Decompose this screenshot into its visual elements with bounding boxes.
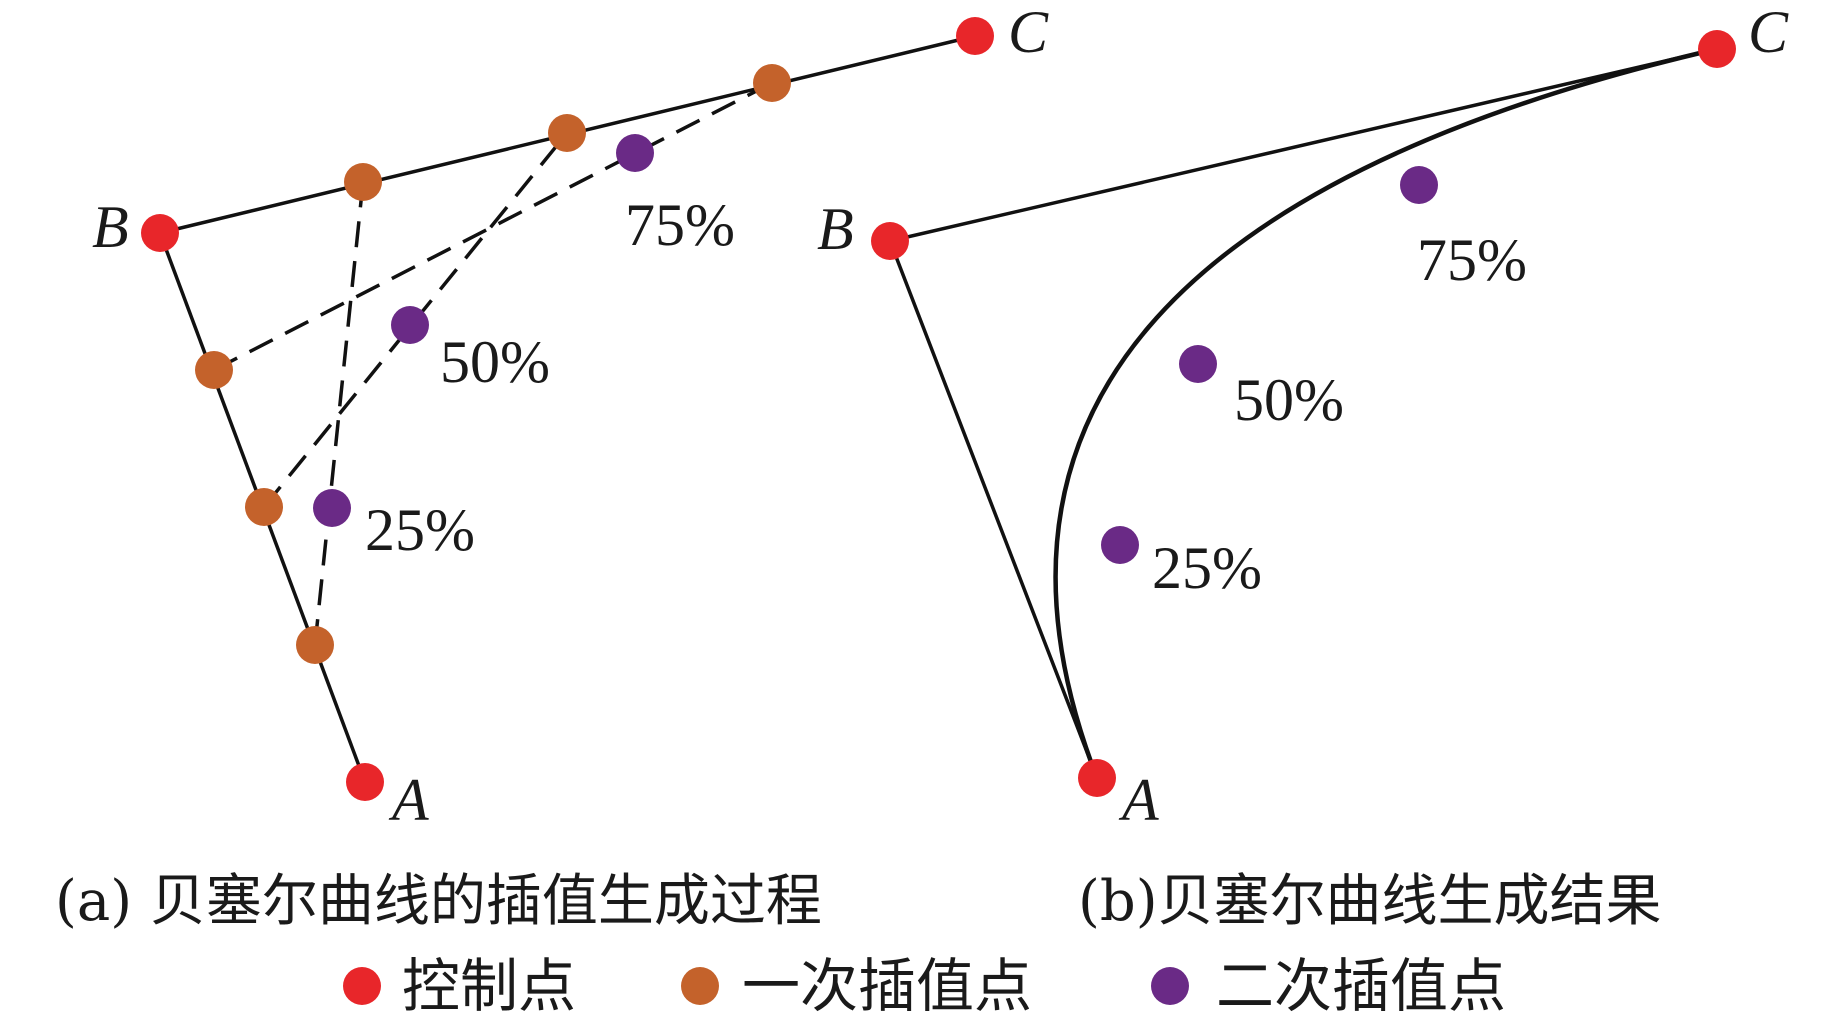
panel-b-label-b: B <box>817 196 854 262</box>
panel-b-pct-75: 75% <box>1417 227 1527 293</box>
panel-a-first-order-point <box>296 626 334 664</box>
panel-a-first-order-point <box>195 351 233 389</box>
panel-a-dash-25 <box>313 181 365 646</box>
panel-a-label-c: C <box>1008 0 1049 65</box>
panel-b-pct-50: 50% <box>1234 367 1344 433</box>
panel-b-curve-point-75 <box>1400 166 1438 204</box>
panel-a-control-point-b <box>141 214 179 252</box>
panel-a-pct-50: 50% <box>440 329 550 395</box>
legend-control-label: 控制点 <box>402 952 576 1020</box>
panel-a-first-order-point <box>245 488 283 526</box>
panel-b-control-point-a <box>1078 759 1116 797</box>
panel-a-second-order-point-50 <box>391 306 429 344</box>
panel-a-second-order-point-75 <box>616 134 654 172</box>
panel-b-curve-point-50 <box>1179 345 1217 383</box>
panel-b-bezier-curve <box>1053 46 1718 779</box>
panel-a: A B C 25% 50% 75% <box>92 0 1049 833</box>
panel-b-control-point-b <box>871 222 909 260</box>
panel-a-control-point-c <box>956 17 994 55</box>
legend-control-marker <box>343 967 381 1005</box>
panel-b-label-c: C <box>1748 0 1789 65</box>
panel-b-pct-25: 25% <box>1152 535 1262 601</box>
panel-a-caption: (a) 贝塞尔曲线的插值生成过程 <box>55 869 822 934</box>
panel-a-label-b: B <box>92 194 129 260</box>
panel-b-curve-point-25 <box>1101 526 1139 564</box>
legend-first-order-marker <box>681 967 719 1005</box>
panel-a-first-order-point <box>548 114 586 152</box>
legend-first-order-label: 一次插值点 <box>742 952 1032 1020</box>
panel-b-caption: (b)贝塞尔曲线生成结果 <box>1078 869 1662 934</box>
panel-a-dash-75 <box>213 81 773 372</box>
legend-second-order-label: 二次插值点 <box>1216 952 1506 1020</box>
panel-b-label-a: A <box>1118 767 1159 833</box>
panel-b-control-point-c <box>1698 30 1736 68</box>
panel-a-pct-75: 75% <box>625 192 735 258</box>
panel-a-first-order-point <box>344 163 382 201</box>
legend: 控制点 一次插值点 二次插值点 <box>343 952 1506 1020</box>
legend-second-order-marker <box>1151 967 1189 1005</box>
panel-a-first-order-point <box>753 64 791 102</box>
panel-b-segment-ab <box>888 240 1099 779</box>
panel-a-second-order-point-25 <box>313 489 351 527</box>
panel-a-pct-25: 25% <box>365 497 475 563</box>
panel-b: A B C 25% 50% 75% <box>817 0 1789 833</box>
panel-b-segment-bc <box>889 47 1718 243</box>
panel-a-label-a: A <box>388 767 429 833</box>
panel-a-control-point-a <box>346 763 384 801</box>
